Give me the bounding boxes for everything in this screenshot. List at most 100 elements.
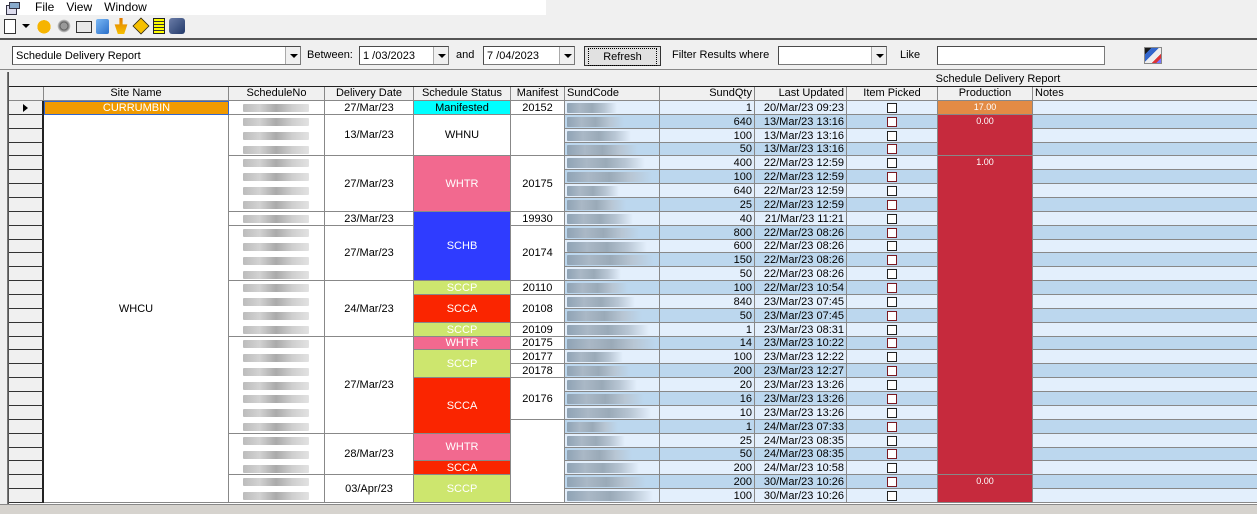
schedule-status-cell[interactable]: SCCP — [414, 281, 511, 295]
item-picked-checkbox[interactable] — [887, 310, 897, 321]
chevron-down-icon[interactable] — [285, 47, 300, 64]
sund-code-cell[interactable] — [565, 350, 660, 364]
manifest-cell[interactable]: 20178 — [511, 364, 565, 378]
notes-cell[interactable] — [1033, 364, 1257, 378]
hand-icon[interactable] — [36, 18, 52, 34]
row-header[interactable] — [9, 295, 44, 309]
notes-cell[interactable] — [1033, 378, 1257, 392]
item-picked-checkbox[interactable] — [887, 130, 897, 141]
notes-cell[interactable] — [1033, 156, 1257, 170]
last-updated-cell[interactable]: 30/Mar/23 10:26 — [755, 475, 847, 489]
notes-cell[interactable] — [1033, 101, 1257, 115]
item-picked-cell[interactable] — [847, 240, 938, 253]
row-header[interactable] — [9, 378, 44, 392]
manifest-cell[interactable]: 20109 — [511, 323, 565, 337]
sund-qty-cell[interactable]: 150 — [660, 253, 755, 267]
menu-window[interactable]: Window — [104, 0, 147, 14]
row-header[interactable] — [9, 489, 44, 503]
last-updated-cell[interactable]: 23/Mar/23 13:26 — [755, 378, 847, 392]
row-header[interactable] — [9, 309, 44, 323]
notes-cell[interactable] — [1033, 337, 1257, 350]
column-header[interactable]: Manifest — [511, 87, 565, 101]
notes-cell[interactable] — [1033, 267, 1257, 281]
item-picked-checkbox[interactable] — [887, 241, 897, 251]
item-picked-checkbox[interactable] — [887, 351, 897, 362]
sund-code-cell[interactable] — [565, 184, 660, 198]
sund-code-cell[interactable] — [565, 129, 660, 143]
last-updated-cell[interactable]: 23/Mar/23 10:22 — [755, 337, 847, 350]
sund-code-cell[interactable] — [565, 212, 660, 226]
sund-qty-cell[interactable]: 200 — [660, 475, 755, 489]
row-header[interactable] — [9, 212, 44, 226]
last-updated-cell[interactable]: 22/Mar/23 08:26 — [755, 226, 847, 240]
row-header[interactable] — [9, 475, 44, 489]
notes-cell[interactable] — [1033, 240, 1257, 253]
chevron-down-icon[interactable] — [433, 47, 448, 64]
sund-code-cell[interactable] — [565, 434, 660, 448]
last-updated-cell[interactable]: 23/Mar/23 12:22 — [755, 350, 847, 364]
row-header[interactable] — [9, 170, 44, 184]
row-header[interactable] — [9, 406, 44, 420]
road-sign-icon[interactable] — [132, 17, 150, 35]
delivery-date-cell[interactable]: 27/Mar/23 — [325, 101, 414, 115]
menu-file[interactable]: File — [35, 0, 55, 14]
row-header[interactable] — [9, 392, 44, 406]
notes-cell[interactable] — [1033, 129, 1257, 143]
new-document-icon[interactable] — [4, 18, 16, 34]
manifest-cell[interactable]: 20108 — [511, 295, 565, 323]
row-header[interactable] — [9, 198, 44, 212]
production-cell[interactable]: 1.00 — [938, 156, 1033, 475]
item-picked-cell[interactable] — [847, 337, 938, 350]
schedule-status-cell[interactable]: WHTR — [414, 337, 511, 350]
sund-qty-cell[interactable]: 1 — [660, 420, 755, 434]
last-updated-cell[interactable]: 22/Mar/23 12:59 — [755, 156, 847, 170]
notes-cell[interactable] — [1033, 184, 1257, 198]
schedule-no-cell[interactable] — [229, 337, 325, 434]
sund-code-cell[interactable] — [565, 392, 660, 406]
dropdown-arrow-icon[interactable] — [22, 24, 30, 28]
sund-code-cell[interactable] — [565, 337, 660, 350]
row-header[interactable] — [9, 364, 44, 378]
site-name-cell[interactable]: CURRUMBIN — [44, 101, 229, 115]
sund-qty-cell[interactable]: 100 — [660, 489, 755, 503]
row-header[interactable] — [9, 184, 44, 198]
delivery-date-cell[interactable]: 28/Mar/23 — [325, 434, 414, 475]
schedule-no-cell[interactable] — [229, 434, 325, 475]
schedule-status-cell[interactable]: WHNU — [414, 115, 511, 156]
item-picked-cell[interactable] — [847, 295, 938, 309]
sund-qty-cell[interactable]: 1 — [660, 323, 755, 337]
item-picked-checkbox[interactable] — [887, 227, 897, 238]
notes-cell[interactable] — [1033, 198, 1257, 212]
item-picked-checkbox[interactable] — [887, 296, 897, 307]
last-updated-cell[interactable]: 23/Mar/23 07:45 — [755, 309, 847, 323]
row-header[interactable] — [9, 115, 44, 129]
manifest-cell[interactable]: 19930 — [511, 212, 565, 226]
last-updated-cell[interactable]: 22/Mar/23 10:54 — [755, 281, 847, 295]
notes-cell[interactable] — [1033, 170, 1257, 184]
item-picked-checkbox[interactable] — [887, 324, 897, 335]
last-updated-cell[interactable]: 22/Mar/23 08:26 — [755, 240, 847, 253]
sund-qty-cell[interactable]: 10 — [660, 406, 755, 420]
sund-qty-cell[interactable]: 40 — [660, 212, 755, 226]
export-report-icon[interactable] — [1144, 47, 1162, 64]
item-picked-cell[interactable] — [847, 253, 938, 267]
last-updated-cell[interactable]: 13/Mar/23 13:16 — [755, 115, 847, 129]
schedule-status-cell[interactable]: SCCA — [414, 295, 511, 323]
last-updated-cell[interactable]: 22/Mar/23 12:59 — [755, 170, 847, 184]
box-icon[interactable] — [169, 18, 185, 34]
sund-code-cell[interactable] — [565, 309, 660, 323]
sund-code-cell[interactable] — [565, 364, 660, 378]
last-updated-cell[interactable]: 23/Mar/23 13:26 — [755, 406, 847, 420]
item-picked-cell[interactable] — [847, 212, 938, 226]
last-updated-cell[interactable]: 21/Mar/23 11:21 — [755, 212, 847, 226]
schedule-status-cell[interactable]: WHTR — [414, 156, 511, 212]
sund-qty-cell[interactable]: 640 — [660, 115, 755, 129]
notes-cell[interactable] — [1033, 461, 1257, 475]
delivery-date-cell[interactable]: 27/Mar/23 — [325, 337, 414, 434]
production-cell[interactable]: 0.00 — [938, 115, 1033, 156]
schedule-status-cell[interactable]: SCHB — [414, 212, 511, 281]
sund-code-cell[interactable] — [565, 448, 660, 461]
last-updated-cell[interactable]: 23/Mar/23 08:31 — [755, 323, 847, 337]
sund-qty-cell[interactable]: 1 — [660, 101, 755, 115]
last-updated-cell[interactable]: 30/Mar/23 10:26 — [755, 489, 847, 503]
